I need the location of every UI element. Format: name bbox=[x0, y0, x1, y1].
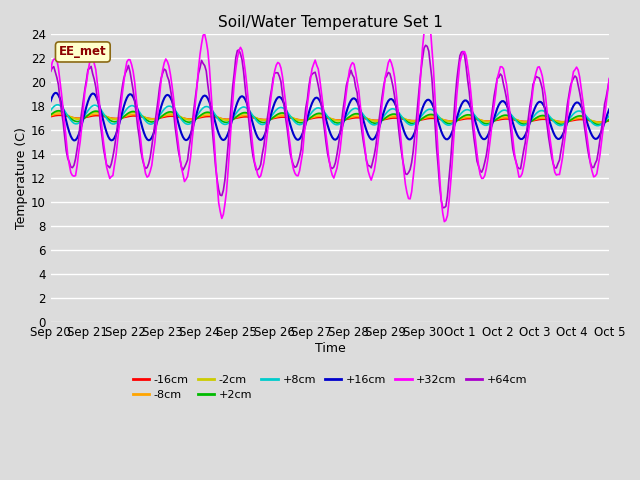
+64cm bbox=[291, 164, 299, 170]
-8cm bbox=[596, 119, 604, 125]
+64cm bbox=[439, 205, 447, 211]
+8cm bbox=[576, 108, 584, 114]
Line: +64cm: +64cm bbox=[51, 45, 609, 208]
-16cm bbox=[576, 117, 584, 122]
Legend: -16cm, -8cm, -2cm, +2cm, +8cm, +16cm, +32cm, +64cm: -16cm, -8cm, -2cm, +2cm, +8cm, +16cm, +3… bbox=[128, 370, 532, 405]
-16cm bbox=[243, 114, 250, 120]
+2cm bbox=[605, 117, 613, 122]
+32cm bbox=[423, 11, 431, 16]
+2cm bbox=[47, 112, 54, 118]
-16cm bbox=[117, 115, 125, 121]
+16cm bbox=[294, 137, 302, 143]
-8cm bbox=[243, 113, 250, 119]
-8cm bbox=[576, 116, 584, 121]
Line: +2cm: +2cm bbox=[51, 111, 609, 124]
-16cm bbox=[47, 114, 54, 120]
+64cm bbox=[213, 177, 221, 182]
+2cm bbox=[234, 113, 241, 119]
+8cm bbox=[292, 120, 300, 126]
+64cm bbox=[232, 55, 239, 60]
+8cm bbox=[53, 102, 61, 108]
+8cm bbox=[243, 105, 250, 111]
Line: -8cm: -8cm bbox=[51, 114, 609, 122]
+32cm bbox=[577, 86, 585, 92]
+64cm bbox=[241, 84, 249, 90]
+8cm bbox=[215, 117, 223, 122]
Line: +8cm: +8cm bbox=[51, 105, 609, 126]
-8cm bbox=[605, 117, 613, 123]
+2cm bbox=[243, 110, 250, 116]
Line: -2cm: -2cm bbox=[51, 112, 609, 123]
+8cm bbox=[234, 108, 241, 114]
-8cm bbox=[292, 116, 300, 122]
+16cm bbox=[216, 134, 224, 140]
+2cm bbox=[117, 117, 125, 122]
+2cm bbox=[215, 116, 223, 121]
-8cm bbox=[234, 114, 241, 120]
+16cm bbox=[605, 107, 613, 112]
+16cm bbox=[118, 109, 126, 115]
+64cm bbox=[47, 69, 54, 74]
-16cm bbox=[596, 119, 604, 125]
+32cm bbox=[232, 66, 239, 72]
-8cm bbox=[47, 113, 54, 119]
-2cm bbox=[47, 112, 54, 118]
+32cm bbox=[241, 67, 249, 73]
Title: Soil/Water Temperature Set 1: Soil/Water Temperature Set 1 bbox=[218, 15, 442, 30]
+16cm bbox=[244, 105, 252, 110]
+64cm bbox=[422, 42, 429, 48]
Line: +16cm: +16cm bbox=[51, 93, 609, 141]
+64cm bbox=[605, 77, 613, 83]
+8cm bbox=[605, 113, 613, 119]
+8cm bbox=[117, 115, 125, 121]
-8cm bbox=[117, 115, 125, 121]
-16cm bbox=[56, 112, 64, 118]
-2cm bbox=[215, 115, 223, 120]
-2cm bbox=[292, 117, 300, 122]
-16cm bbox=[605, 118, 613, 124]
+64cm bbox=[115, 107, 123, 113]
-2cm bbox=[117, 115, 125, 121]
+32cm bbox=[440, 219, 448, 225]
+32cm bbox=[605, 75, 613, 81]
-2cm bbox=[595, 120, 602, 126]
-2cm bbox=[54, 109, 62, 115]
-16cm bbox=[234, 115, 241, 121]
+16cm bbox=[70, 138, 78, 144]
+2cm bbox=[54, 108, 62, 114]
Text: EE_met: EE_met bbox=[59, 46, 107, 59]
-2cm bbox=[243, 111, 250, 117]
Y-axis label: Temperature (C): Temperature (C) bbox=[15, 127, 28, 228]
X-axis label: Time: Time bbox=[315, 342, 346, 355]
-16cm bbox=[292, 117, 300, 122]
+16cm bbox=[47, 98, 54, 104]
+16cm bbox=[51, 90, 59, 96]
+32cm bbox=[291, 170, 299, 176]
-8cm bbox=[215, 115, 223, 120]
+16cm bbox=[235, 96, 243, 102]
+32cm bbox=[115, 124, 123, 130]
-8cm bbox=[56, 111, 64, 117]
Line: -16cm: -16cm bbox=[51, 115, 609, 122]
+8cm bbox=[47, 108, 54, 113]
+64cm bbox=[577, 98, 585, 104]
+32cm bbox=[47, 68, 54, 74]
+32cm bbox=[213, 180, 221, 186]
-16cm bbox=[215, 115, 223, 121]
-2cm bbox=[576, 114, 584, 120]
+16cm bbox=[577, 104, 585, 109]
+2cm bbox=[576, 113, 584, 119]
Line: +32cm: +32cm bbox=[51, 13, 609, 222]
+2cm bbox=[292, 119, 300, 124]
+8cm bbox=[595, 123, 602, 129]
+2cm bbox=[595, 121, 602, 127]
-2cm bbox=[234, 113, 241, 119]
-2cm bbox=[605, 117, 613, 122]
